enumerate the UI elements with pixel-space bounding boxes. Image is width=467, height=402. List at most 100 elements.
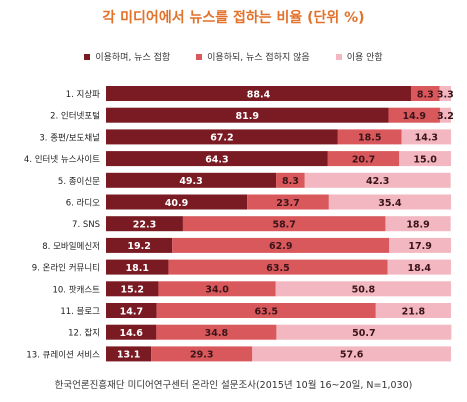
- bar-segment: [158, 281, 276, 297]
- bar-segment: [385, 216, 451, 232]
- category-label: 11. 블로그: [60, 306, 100, 317]
- bar-value-label: 58.7: [272, 220, 295, 231]
- bar-segment: [337, 129, 402, 145]
- bar-value-label: 15.2: [120, 285, 143, 296]
- legend-label-0: 이용하며, 뉴스 접함: [95, 53, 171, 63]
- legend-item-2: 이용 안함: [335, 50, 383, 63]
- bar-value-label: 8.3: [282, 176, 299, 187]
- legend-swatch-1: [196, 53, 203, 60]
- bar-segment: [389, 237, 451, 253]
- bar-value-label: 34.8: [205, 328, 229, 339]
- category-label: 3. 종편/보도채널: [39, 132, 100, 143]
- bar-value-label: 18.1: [125, 263, 148, 274]
- bar-value-label: 14.6: [119, 328, 143, 339]
- bar-value-label: 34.0: [205, 285, 229, 296]
- bar-segment: [276, 172, 305, 188]
- category-label: 2. 인터넷포털: [50, 111, 100, 122]
- bar-segment: [399, 151, 451, 167]
- bar-segment: [106, 216, 183, 232]
- bar-value-label: 13.1: [117, 350, 140, 361]
- bar-value-label: 14.7: [120, 306, 143, 317]
- bar-value-label: 14.9: [403, 111, 426, 122]
- bar-value-label: 88.4: [247, 89, 271, 100]
- bar-segment: [275, 281, 451, 297]
- bar-segment: [106, 86, 411, 101]
- bar-segment: [151, 346, 253, 362]
- category-label: 10. 팟캐스트: [52, 284, 100, 295]
- bar-segment: [106, 172, 277, 188]
- category-label: 6. 라디오: [66, 199, 100, 209]
- category-label: 8. 모바일메신저: [42, 241, 100, 252]
- legend-item-1: 이용하되, 뉴스 접하지 않음: [196, 50, 310, 63]
- bar-value-label: 17.9: [408, 241, 431, 252]
- bar-value-label: 20.7: [352, 154, 375, 165]
- legend-swatch-0: [84, 53, 91, 60]
- category-label: 7. SNS: [72, 220, 100, 230]
- chart-legend: 이용하며, 뉴스 접함 이용하되, 뉴스 접하지 않음 이용 안함: [0, 50, 467, 63]
- bar-segment: [156, 324, 277, 340]
- bar-segment: [401, 129, 451, 145]
- legend-label-1: 이용하되, 뉴스 접하지 않음: [207, 53, 310, 63]
- bar-segment: [375, 303, 451, 318]
- bar-value-label: 3.2: [437, 111, 454, 122]
- chart-title: 각 미디어에서 뉴스를 접하는 비율 (단위 %): [102, 10, 365, 26]
- bar-value-label: 8.3: [417, 89, 434, 100]
- bar-segment: [106, 129, 338, 145]
- bar-segment: [388, 107, 440, 123]
- bar-segment: [106, 237, 173, 253]
- bar-value-label: 19.2: [127, 241, 150, 252]
- bar-segment: [106, 324, 157, 340]
- bar-segment: [387, 259, 451, 275]
- bar-segment: [182, 216, 386, 232]
- bar-value-label: 22.3: [133, 220, 156, 231]
- bar-value-label: 42.3: [366, 176, 389, 187]
- legend-item-0: 이용하며, 뉴스 접함: [84, 50, 170, 63]
- bar-segment: [276, 324, 452, 340]
- bar-segment: [106, 107, 389, 123]
- bar-segment: [106, 346, 152, 362]
- bar-value-label: 81.9: [236, 111, 259, 122]
- bar-value-label: 67.2: [210, 133, 233, 144]
- bar-value-label: 50.8: [352, 285, 376, 296]
- bar-segment: [439, 86, 451, 101]
- category-label: 5. 종이신문: [58, 176, 100, 187]
- bar-value-label: 3.3: [437, 89, 454, 100]
- bar-value-label: 57.6: [340, 350, 364, 361]
- category-label: 1. 지상파: [66, 89, 100, 100]
- bar-segment: [439, 107, 451, 123]
- bar-value-label: 35.4: [378, 198, 402, 209]
- bar-segment: [328, 194, 451, 210]
- bar-value-label: 21.8: [402, 306, 426, 317]
- bar-segment: [106, 303, 157, 318]
- bar-segment: [247, 194, 329, 210]
- legend-label-2: 이용 안함: [346, 53, 383, 63]
- category-label: 12. 잡지: [68, 328, 100, 339]
- bar-segment: [252, 346, 451, 362]
- bar-segment: [106, 194, 248, 210]
- bar-value-label: 49.3: [179, 176, 202, 187]
- category-label: 9. 온라인 커뮤니티: [32, 263, 100, 274]
- bar-segment: [410, 86, 440, 101]
- bar-value-label: 23.7: [276, 198, 299, 209]
- bar-value-label: 64.3: [205, 154, 228, 165]
- category-label: 4. 인터넷 뉴스사이트: [24, 154, 100, 165]
- bar-value-label: 18.9: [406, 220, 429, 231]
- bar-segment: [168, 259, 388, 275]
- bar-segment: [106, 259, 169, 275]
- bar-segment: [172, 237, 390, 253]
- bar-value-label: 50.7: [352, 328, 375, 339]
- bar-value-label: 15.0: [413, 154, 437, 165]
- bar-value-label: 29.3: [190, 350, 213, 361]
- bar-value-label: 18.4: [408, 263, 432, 274]
- chart-source-note: 한국언론진흥재단 미디어연구센터 온라인 설문조사(2015년 10월 16~2…: [54, 380, 413, 391]
- bar-value-label: 63.5: [266, 263, 289, 274]
- bar-value-label: 40.9: [165, 198, 188, 209]
- bar-value-label: 62.9: [269, 241, 292, 252]
- bar-segment: [106, 281, 159, 297]
- bar-value-label: 18.5: [358, 133, 381, 144]
- bar-segment: [156, 303, 376, 318]
- legend-swatch-2: [335, 53, 342, 60]
- bar-value-label: 63.5: [255, 306, 278, 317]
